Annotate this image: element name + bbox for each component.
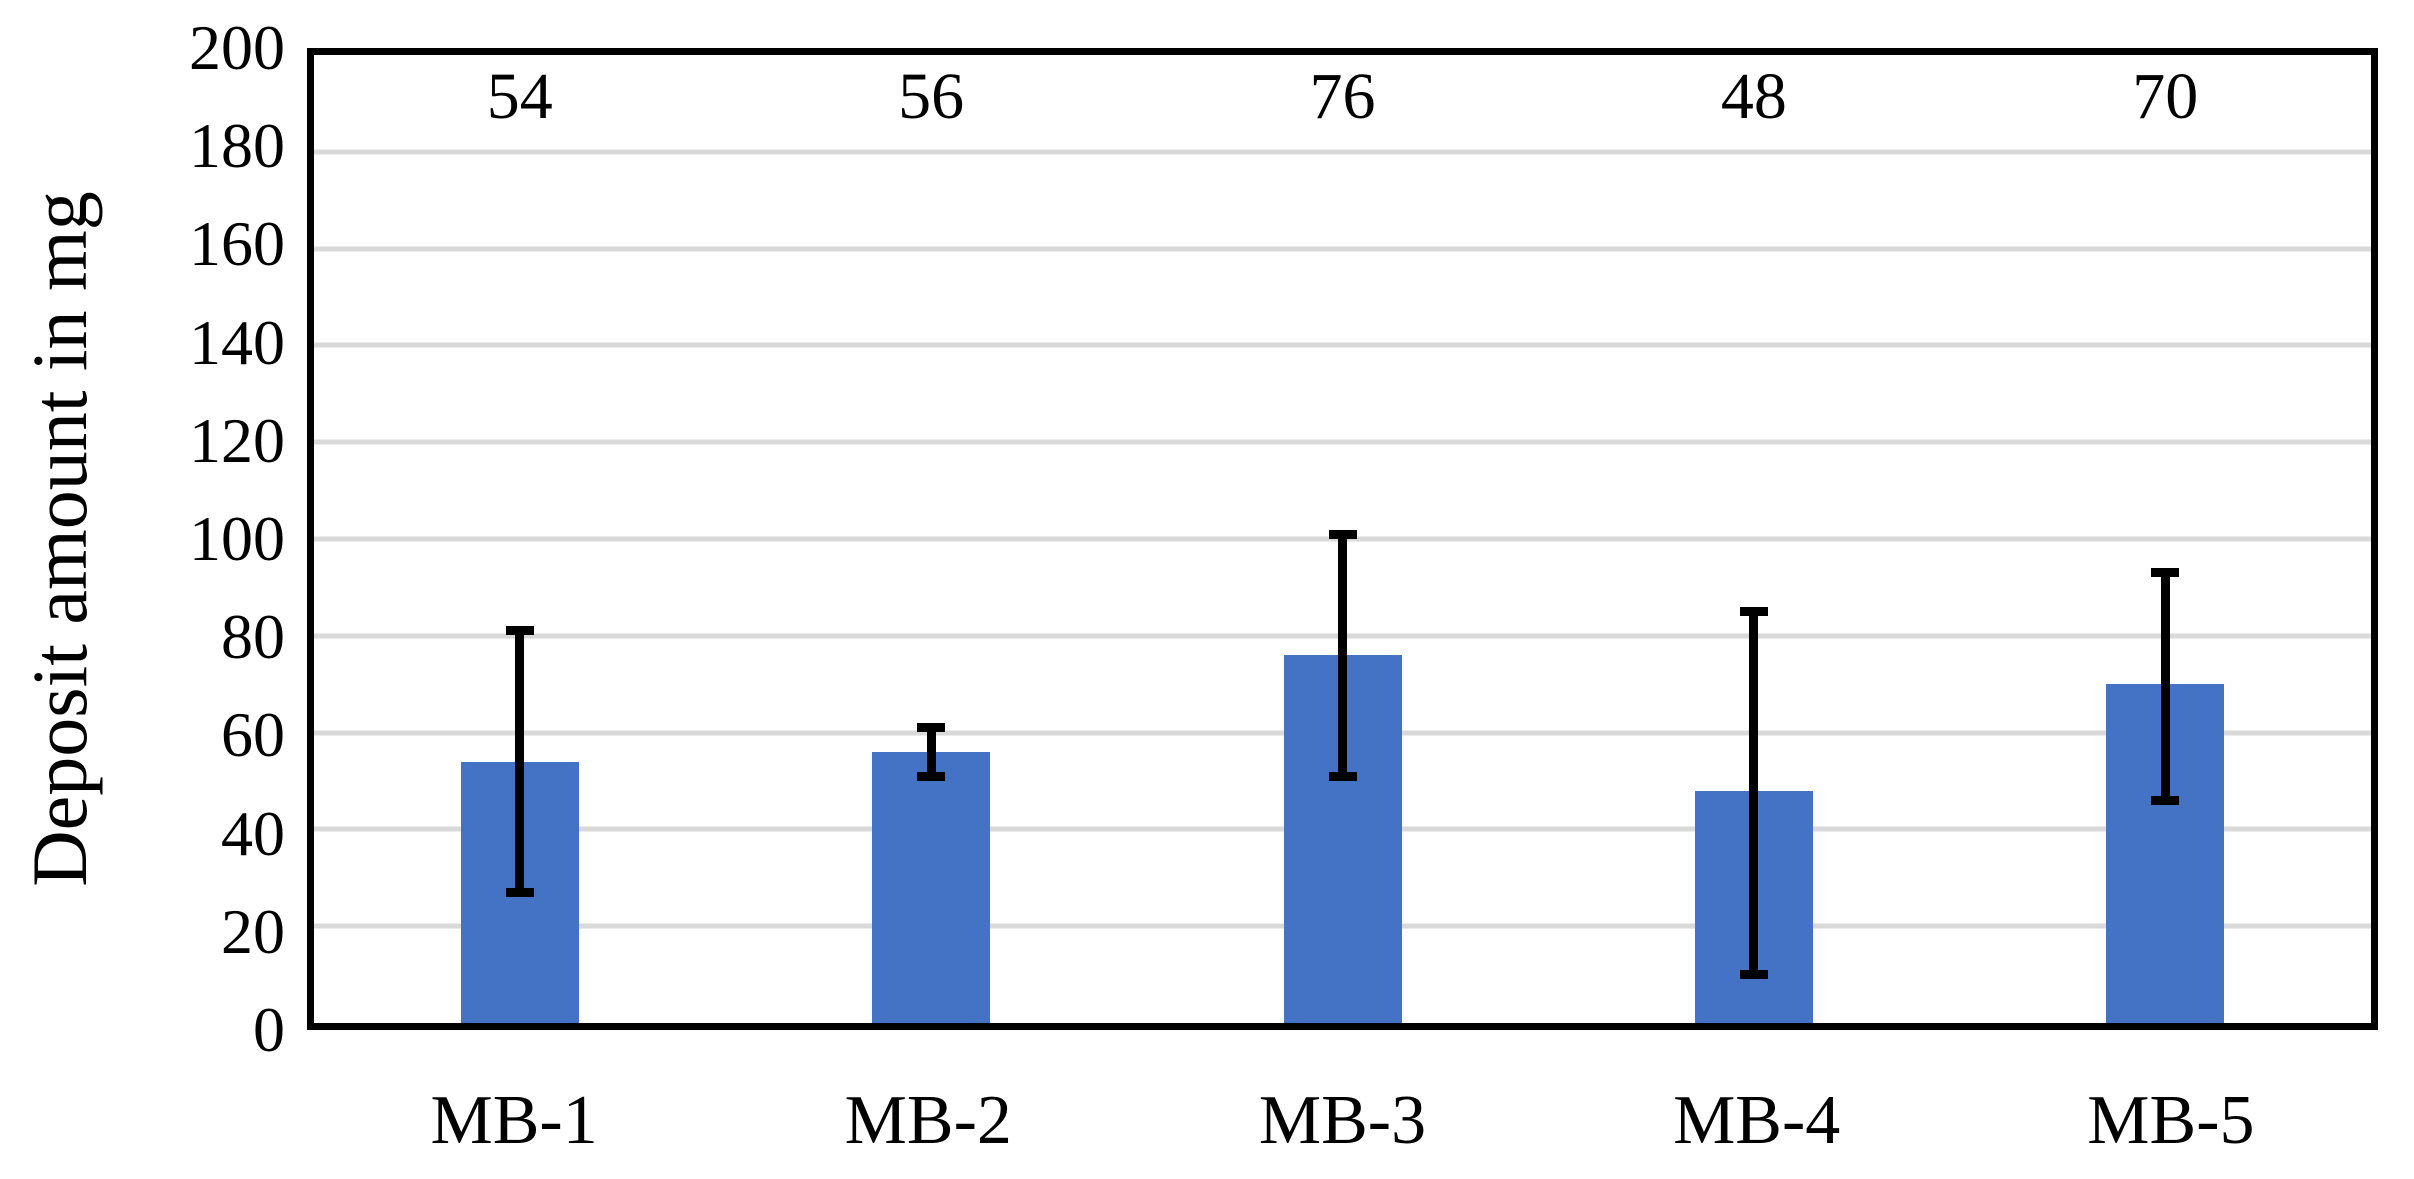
y-tick-label: 80 bbox=[221, 601, 285, 673]
error-bar-line bbox=[515, 630, 525, 893]
error-bar-line bbox=[926, 727, 936, 777]
x-axis-label-MB-3: MB-3 bbox=[1258, 1082, 1427, 1159]
error-bar-cap bbox=[1739, 970, 1768, 980]
error-bar-cap bbox=[1328, 771, 1357, 781]
y-tick-label: 120 bbox=[189, 404, 285, 476]
value-label: 70 bbox=[2132, 60, 2199, 133]
x-axis-label-MB-2: MB-2 bbox=[844, 1082, 1012, 1159]
error-bar-line bbox=[1338, 534, 1347, 777]
bar-MB-2 bbox=[872, 751, 991, 1023]
error-bar-cap bbox=[2151, 795, 2180, 805]
value-label: 54 bbox=[486, 60, 553, 133]
gridline bbox=[314, 246, 2371, 252]
value-label: 76 bbox=[1309, 60, 1376, 133]
y-tick-label: 140 bbox=[189, 306, 285, 378]
x-axis-label-MB-1: MB-1 bbox=[430, 1082, 598, 1159]
gridline bbox=[314, 439, 2371, 445]
y-tick-label: 160 bbox=[189, 208, 285, 280]
value-label: 56 bbox=[898, 60, 965, 133]
error-bar-cap bbox=[2151, 568, 2180, 578]
x-axis-label-MB-4: MB-4 bbox=[1673, 1082, 1841, 1159]
value-label: 48 bbox=[1720, 60, 1787, 133]
y-tick-label: 180 bbox=[189, 110, 285, 182]
y-axis-title: Deposit amount in mg bbox=[16, 191, 103, 887]
error-bar-line bbox=[2160, 572, 2170, 801]
error-bar-cap bbox=[505, 887, 534, 897]
y-tick-label: 60 bbox=[221, 699, 285, 771]
y-tick-label: 20 bbox=[221, 895, 285, 967]
error-bar-cap bbox=[1739, 607, 1768, 617]
y-tick-label: 0 bbox=[253, 994, 285, 1065]
y-tick-label: 100 bbox=[189, 503, 285, 574]
gridline bbox=[314, 149, 2371, 155]
error-bar-cap bbox=[1328, 529, 1357, 539]
gridline bbox=[314, 342, 2371, 348]
error-bar-line bbox=[1749, 611, 1759, 975]
error-bar-cap bbox=[505, 626, 534, 636]
x-axis-label-MB-5: MB-5 bbox=[2087, 1082, 2255, 1159]
plot-area: 54 56 76 48 70 bbox=[307, 48, 2378, 1030]
y-tick-label: 200 bbox=[189, 12, 285, 83]
error-bar-cap bbox=[917, 771, 946, 781]
y-tick-label: 40 bbox=[221, 797, 285, 869]
error-bar-cap bbox=[917, 723, 946, 733]
